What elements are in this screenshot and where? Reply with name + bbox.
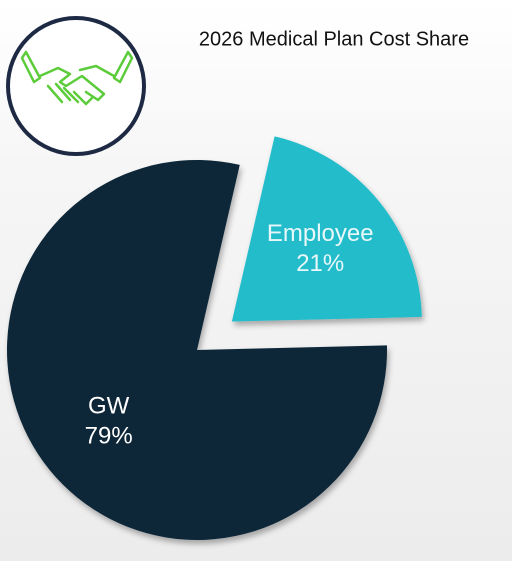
pie-slice — [231, 136, 422, 322]
pie — [7, 136, 422, 541]
slice-value-label: 79% — [85, 422, 133, 449]
pie-slice — [7, 160, 388, 541]
slice-label: Employee — [267, 220, 374, 247]
slice-value-label: 21% — [296, 250, 344, 277]
chart-title: 2026 Medical Plan Cost Share — [199, 28, 469, 50]
slice-label: GW — [88, 392, 130, 419]
handshake-icon — [6, 16, 146, 156]
